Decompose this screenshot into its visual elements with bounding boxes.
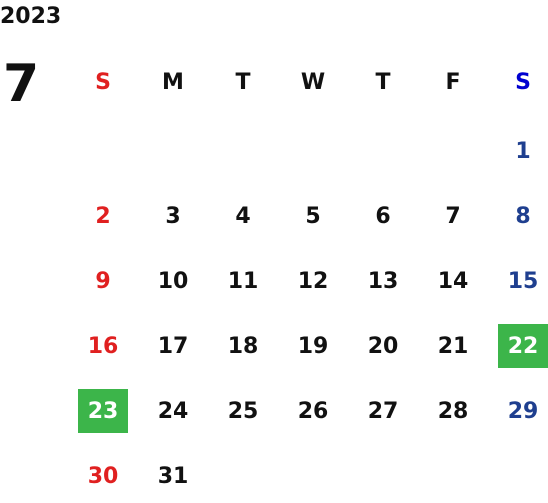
- weekday-label: T: [235, 69, 251, 95]
- day: 30: [87, 463, 119, 489]
- year: 2023: [0, 4, 62, 29]
- day: 31: [157, 463, 189, 489]
- highlighted-day: 22: [498, 324, 548, 368]
- day: 21: [437, 333, 469, 359]
- weekday-label: S: [95, 69, 111, 95]
- day: 17: [157, 333, 189, 359]
- day: 6: [375, 203, 391, 229]
- day: 1: [515, 138, 531, 164]
- weekday-label: T: [375, 69, 391, 95]
- day: 18: [227, 333, 259, 359]
- day: 24: [157, 398, 189, 424]
- day: 3: [165, 203, 181, 229]
- day: 27: [367, 398, 399, 424]
- day: 9: [95, 268, 111, 294]
- weekday-label: W: [300, 69, 326, 95]
- day: 28: [437, 398, 469, 424]
- day: 29: [507, 398, 539, 424]
- day: 20: [367, 333, 399, 359]
- day: 25: [227, 398, 259, 424]
- day: 15: [507, 268, 539, 294]
- day: 16: [87, 333, 119, 359]
- day: 7: [445, 203, 461, 229]
- weekday-label: S: [515, 69, 531, 95]
- day: 26: [297, 398, 329, 424]
- day: 19: [297, 333, 329, 359]
- day: 11: [227, 268, 259, 294]
- day: 14: [437, 268, 469, 294]
- day: 8: [515, 203, 531, 229]
- day: 13: [367, 268, 399, 294]
- weekday-label: F: [445, 69, 461, 95]
- day: 12: [297, 268, 329, 294]
- day: 5: [305, 203, 321, 229]
- day: 4: [235, 203, 251, 229]
- weekday-label: M: [162, 69, 184, 95]
- month: 7: [3, 54, 40, 114]
- day: 10: [157, 268, 189, 294]
- highlighted-day: 23: [78, 389, 128, 433]
- day: 2: [95, 203, 111, 229]
